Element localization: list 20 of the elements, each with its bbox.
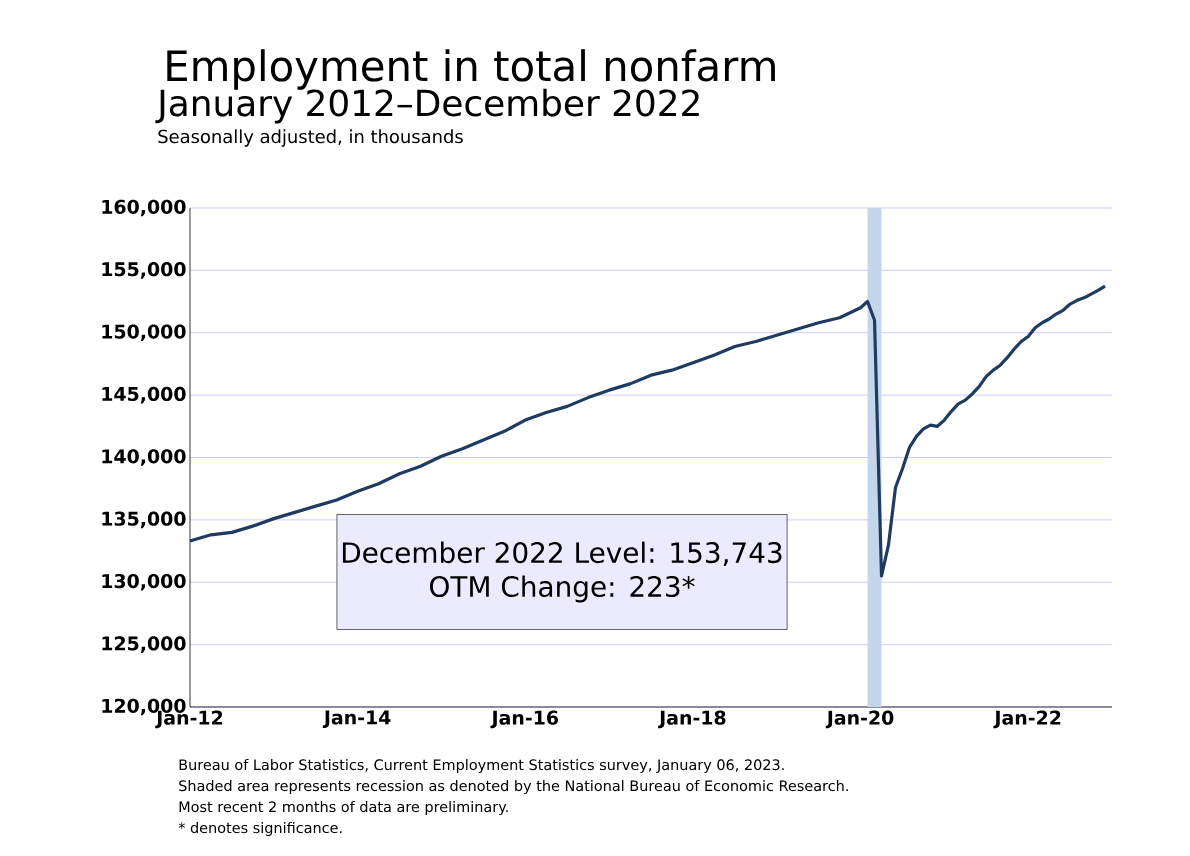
text: Bureau of Labor Statistics, Current Employment Statistics survey, January 06, 2023.	[179, 759, 784, 773]
y-axis-title: Seasonally adjusted, in thousands	[158, 129, 463, 147]
y-tick-label: 160,000	[102, 199, 186, 217]
y-tick-label: 155,000	[102, 262, 186, 279]
x-tick-label: Jan-22	[993, 710, 1061, 729]
y-tick-label: 125,000	[102, 636, 186, 653]
y-tick-label: 135,000	[102, 511, 186, 529]
y-tick-label: 145,000	[102, 386, 186, 404]
annotation: December 2022 Level: 153,743	[342, 541, 782, 566]
x-tick-label: Jan-16	[490, 710, 559, 729]
x-tick-label: Jan-20	[825, 710, 894, 729]
y-tick-label: 150,000	[102, 324, 186, 342]
y-tick-label: 140,000	[102, 449, 186, 466]
text: * denotes significance.	[178, 822, 342, 836]
x-tick-label: Jan-18	[658, 710, 726, 729]
annotation: OTM Change: 223*	[429, 575, 695, 603]
text: Most recent 2 months of data are preliminary.	[179, 801, 508, 815]
x-tick-label: Jan-14	[322, 710, 391, 729]
text: Shaded area represents recession as denoted by the National Bureau of Economic Research.	[179, 780, 848, 794]
y-tick-label: 130,000	[102, 573, 186, 591]
